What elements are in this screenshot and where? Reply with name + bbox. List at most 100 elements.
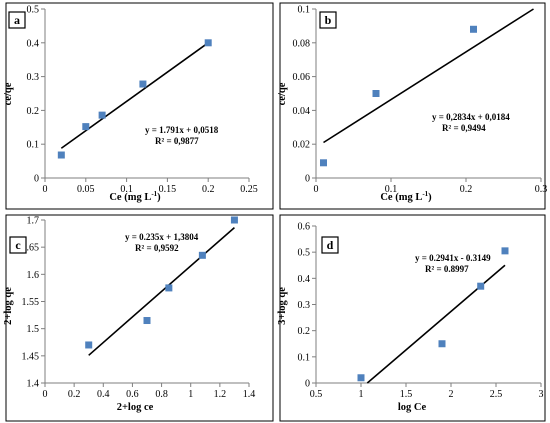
- y-tick-label: 0: [305, 174, 310, 185]
- data-point: [198, 251, 206, 259]
- x-tick-label: 2: [449, 389, 454, 400]
- data-point: [470, 25, 477, 33]
- panel-c: 1.4 1.45 1.5 1.55 1.6 1.65 1.7 0 0.2 0.4 0.6 0.8 1 1.…: [3, 214, 274, 422]
- panel-label: d: [327, 238, 334, 252]
- y-tick-label: 0.4: [298, 274, 311, 285]
- data-point: [82, 123, 90, 131]
- y-tick-label: 0.1: [27, 140, 40, 151]
- r-squared-label: R² = 0.8997: [425, 264, 469, 274]
- y-tick-label: 0.5: [27, 5, 40, 16]
- x-tick-label: 0.1: [120, 184, 133, 195]
- panel-b: 0 0.02 0.04 0.06 0.08 0.1 0 0.1 0.2 0.3 y = 0,2834…: [277, 2, 548, 210]
- x-axis-label: 2+log ce: [117, 402, 154, 413]
- x-tick-label: 1.4: [243, 389, 256, 400]
- panel-frame: [5, 2, 274, 210]
- trendline: [60, 42, 209, 149]
- trendline: [323, 8, 534, 144]
- x-tick-label: 0.25: [240, 184, 258, 195]
- y-tick-label: 0.1: [298, 5, 311, 16]
- y-tick-label: 0.02: [293, 140, 311, 151]
- panel-label: c: [15, 238, 21, 252]
- x-axis-label: log Ce: [398, 402, 427, 413]
- panel-label: b: [325, 13, 332, 27]
- r-squared-label: R² = 0,9592: [135, 243, 179, 253]
- y-axis-label: ce/qe: [277, 82, 288, 105]
- trendline-equation: y = 0,2834x + 0,0184: [432, 112, 510, 122]
- y-tick-label: 1.4: [27, 379, 40, 390]
- x-tick-label: 0.2: [202, 184, 215, 195]
- y-axis-label: ce/qe: [3, 82, 14, 105]
- panel-frame: [5, 214, 274, 422]
- y-tick-label: 0: [305, 379, 310, 390]
- data-point: [143, 317, 151, 325]
- x-axis-label: Ce (mg L-1): [380, 190, 432, 203]
- y-tick-label: 0.06: [293, 72, 311, 83]
- panel-a: 0 0.1 0.2 0.3 0.4 0.5 0 0.05 0.1 0.15 0.2 0.25 y = 1…: [3, 2, 274, 210]
- x-tick-label: 0.4: [97, 389, 110, 400]
- panel-label-box: [9, 236, 27, 254]
- panel-label-box: [321, 236, 339, 254]
- y-tick-label: 1.65: [22, 243, 40, 254]
- x-tick-label: 0.2: [460, 184, 473, 195]
- data-point: [57, 151, 65, 159]
- y-tick-label: 0: [34, 174, 39, 185]
- trendline: [88, 227, 235, 356]
- x-tick-label: 1: [359, 389, 364, 400]
- y-tick-label: 1.6: [27, 270, 40, 281]
- data-point: [501, 247, 509, 255]
- x-tick-label: 0.1: [385, 184, 398, 195]
- x-tick-label: 0.6: [126, 389, 139, 400]
- x-tick-label: 1: [188, 389, 193, 400]
- data-point: [230, 216, 238, 224]
- data-point: [357, 374, 365, 382]
- x-tick-label: 0.2: [68, 389, 81, 400]
- y-tick-label: 0.08: [293, 38, 311, 49]
- panel-label: a: [14, 13, 20, 27]
- trendline-equation: y = 0.2941x - 0.3149: [415, 253, 491, 263]
- y-axis-label: 2+log qe: [3, 287, 14, 325]
- data-point: [85, 341, 93, 349]
- y-tick-label: 0.04: [293, 106, 311, 117]
- x-tick-label: 3: [539, 389, 544, 400]
- x-axis-label: Ce (mg L-1): [109, 190, 161, 203]
- x-tick-label: 0: [43, 389, 48, 400]
- y-tick-label: 1.45: [22, 351, 40, 362]
- y-tick-label: 0.3: [298, 300, 311, 311]
- x-tick-label: 1.5: [400, 389, 413, 400]
- x-tick-label: 0: [43, 184, 48, 195]
- x-tick-label: 0.15: [159, 184, 177, 195]
- r-squared-label: R² = 0,9877: [155, 136, 199, 146]
- panel-frame: [279, 2, 546, 210]
- y-tick-label: 0.1: [298, 352, 311, 363]
- data-point: [204, 39, 212, 47]
- data-point: [372, 90, 380, 97]
- y-tick-label: 0.4: [27, 38, 40, 49]
- data-point: [139, 80, 147, 88]
- y-tick-label: 0.6: [298, 222, 311, 233]
- data-point: [477, 282, 485, 290]
- y-tick-label: 1.7: [27, 216, 40, 227]
- y-tick-label: 0.2: [27, 106, 40, 117]
- y-axis-label: 3+log qe: [277, 287, 288, 325]
- panel-d: 0 0.1 0.2 0.3 0.4 0.5 0.6 0.5 1 1.5 2 2.5 3 y = 0.294…: [277, 214, 546, 422]
- trendline-equation: y = 1.791x + 0,0518: [145, 125, 219, 135]
- x-tick-label: 0.8: [155, 389, 168, 400]
- data-point: [438, 340, 446, 348]
- panel-label-box: [319, 11, 337, 29]
- data-point: [98, 111, 106, 119]
- x-tick-label: 0: [314, 184, 319, 195]
- r-squared-label: R² = 0,9494: [442, 123, 486, 133]
- y-tick-label: 1.5: [27, 324, 40, 335]
- y-tick-label: 0.2: [298, 326, 311, 337]
- x-tick-label: 0.05: [77, 184, 95, 195]
- y-tick-label: 1.55: [22, 297, 40, 308]
- panel-label-box: [8, 11, 26, 29]
- trendline-equation: y = 0.235x + 1,3804: [125, 232, 199, 242]
- y-tick-label: 0.5: [298, 248, 311, 259]
- y-tick-label: 0.3: [27, 72, 40, 83]
- x-tick-label: 0.3: [535, 184, 548, 195]
- x-tick-label: 1.2: [214, 389, 227, 400]
- x-tick-label: 0.5: [310, 389, 323, 400]
- data-point: [165, 284, 173, 292]
